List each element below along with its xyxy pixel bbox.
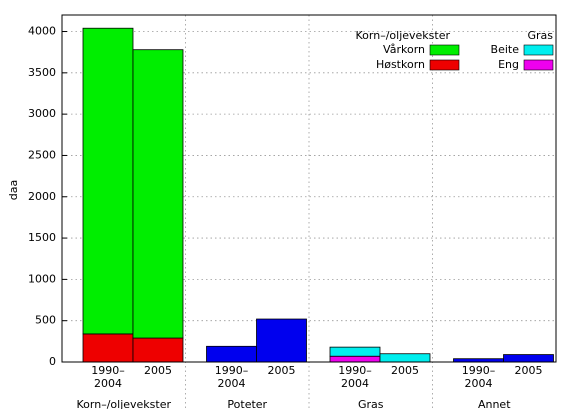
- legend-label: Eng: [498, 58, 519, 71]
- legend-title: Korn–/oljevekster: [356, 29, 451, 42]
- y-axis-label: daa: [7, 180, 20, 200]
- x-tick-label: 1990–: [91, 364, 125, 377]
- legend-label: Vårkorn: [383, 43, 425, 56]
- x-tick-label: 1990–: [338, 364, 372, 377]
- y-tick-label: 2500: [28, 148, 56, 161]
- bar-segment: [329, 346, 381, 357]
- group-label: Gras: [358, 398, 384, 409]
- bar-segment: [503, 354, 554, 363]
- x-tick-label: 2005: [515, 364, 543, 377]
- legend-swatch: [523, 59, 554, 71]
- y-tick-label: 1000: [28, 272, 56, 285]
- bar-segment: [132, 337, 184, 363]
- x-tick-label: 2004: [465, 377, 493, 390]
- x-tick-label: 2004: [94, 377, 122, 390]
- legend-swatch: [429, 59, 460, 71]
- y-tick-label: 0: [49, 355, 56, 368]
- y-tick-label: 2000: [28, 190, 56, 203]
- x-tick-label: 1990–: [215, 364, 249, 377]
- bar-segment: [82, 333, 134, 363]
- y-tick-label: 500: [35, 314, 56, 327]
- legend-label: Høstkorn: [376, 58, 425, 71]
- y-tick-label: 1500: [28, 231, 56, 244]
- plot-frame: [61, 14, 557, 363]
- bar-segment: [132, 49, 184, 339]
- legend-swatch: [523, 44, 554, 56]
- y-tick-label: 4000: [28, 25, 56, 38]
- bar-segment: [206, 345, 257, 363]
- bar-segment: [329, 355, 381, 363]
- x-tick-label: 1990–: [462, 364, 496, 377]
- x-tick-label: 2005: [391, 364, 419, 377]
- y-tick-label: 3000: [28, 107, 56, 120]
- legend-label: Beite: [491, 43, 520, 56]
- group-label: Annet: [478, 398, 511, 409]
- y-tick-label: 3500: [28, 66, 56, 79]
- bar-segment: [379, 353, 431, 363]
- x-tick-label: 2004: [341, 377, 369, 390]
- group-label: Korn–/oljevekster: [77, 398, 172, 409]
- bar-segment: [256, 318, 307, 363]
- legend-swatch: [429, 44, 460, 56]
- legend-title: Gras: [527, 29, 553, 42]
- x-tick-label: 2005: [144, 364, 172, 377]
- group-label: Poteter: [227, 398, 267, 409]
- bar-segment: [82, 27, 134, 335]
- x-tick-label: 2005: [268, 364, 296, 377]
- x-tick-label: 2004: [218, 377, 246, 390]
